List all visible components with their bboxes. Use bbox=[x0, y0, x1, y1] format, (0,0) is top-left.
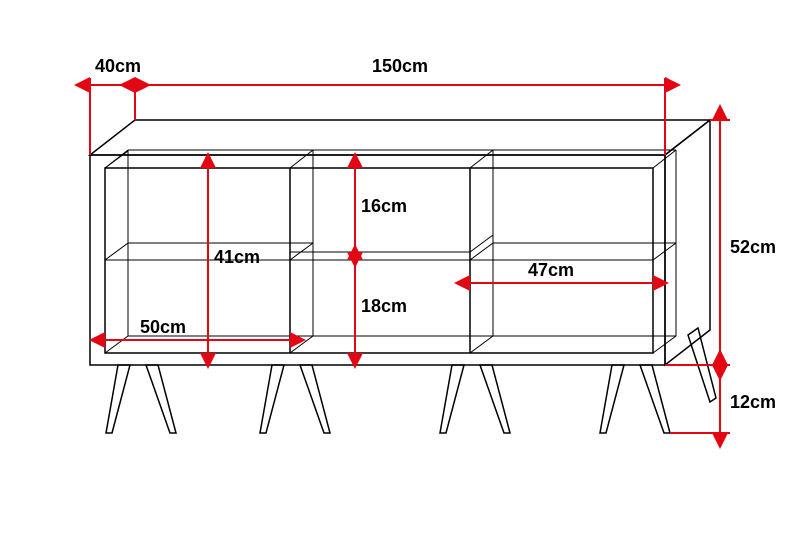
label-w50: 50cm bbox=[140, 317, 186, 337]
label-width: 150cm bbox=[372, 56, 428, 76]
label-depth: 40cm bbox=[95, 56, 141, 76]
label-h41: 41cm bbox=[214, 247, 260, 267]
label-16: 16cm bbox=[361, 196, 407, 216]
label-47: 47cm bbox=[528, 260, 574, 280]
legs bbox=[106, 328, 716, 433]
label-12: 12cm bbox=[730, 392, 776, 412]
dimension-diagram: 40cm 150cm 41cm 50cm 16cm 18cm 47cm 52cm… bbox=[0, 0, 800, 533]
label-18: 18cm bbox=[361, 296, 407, 316]
label-52: 52cm bbox=[730, 237, 776, 257]
